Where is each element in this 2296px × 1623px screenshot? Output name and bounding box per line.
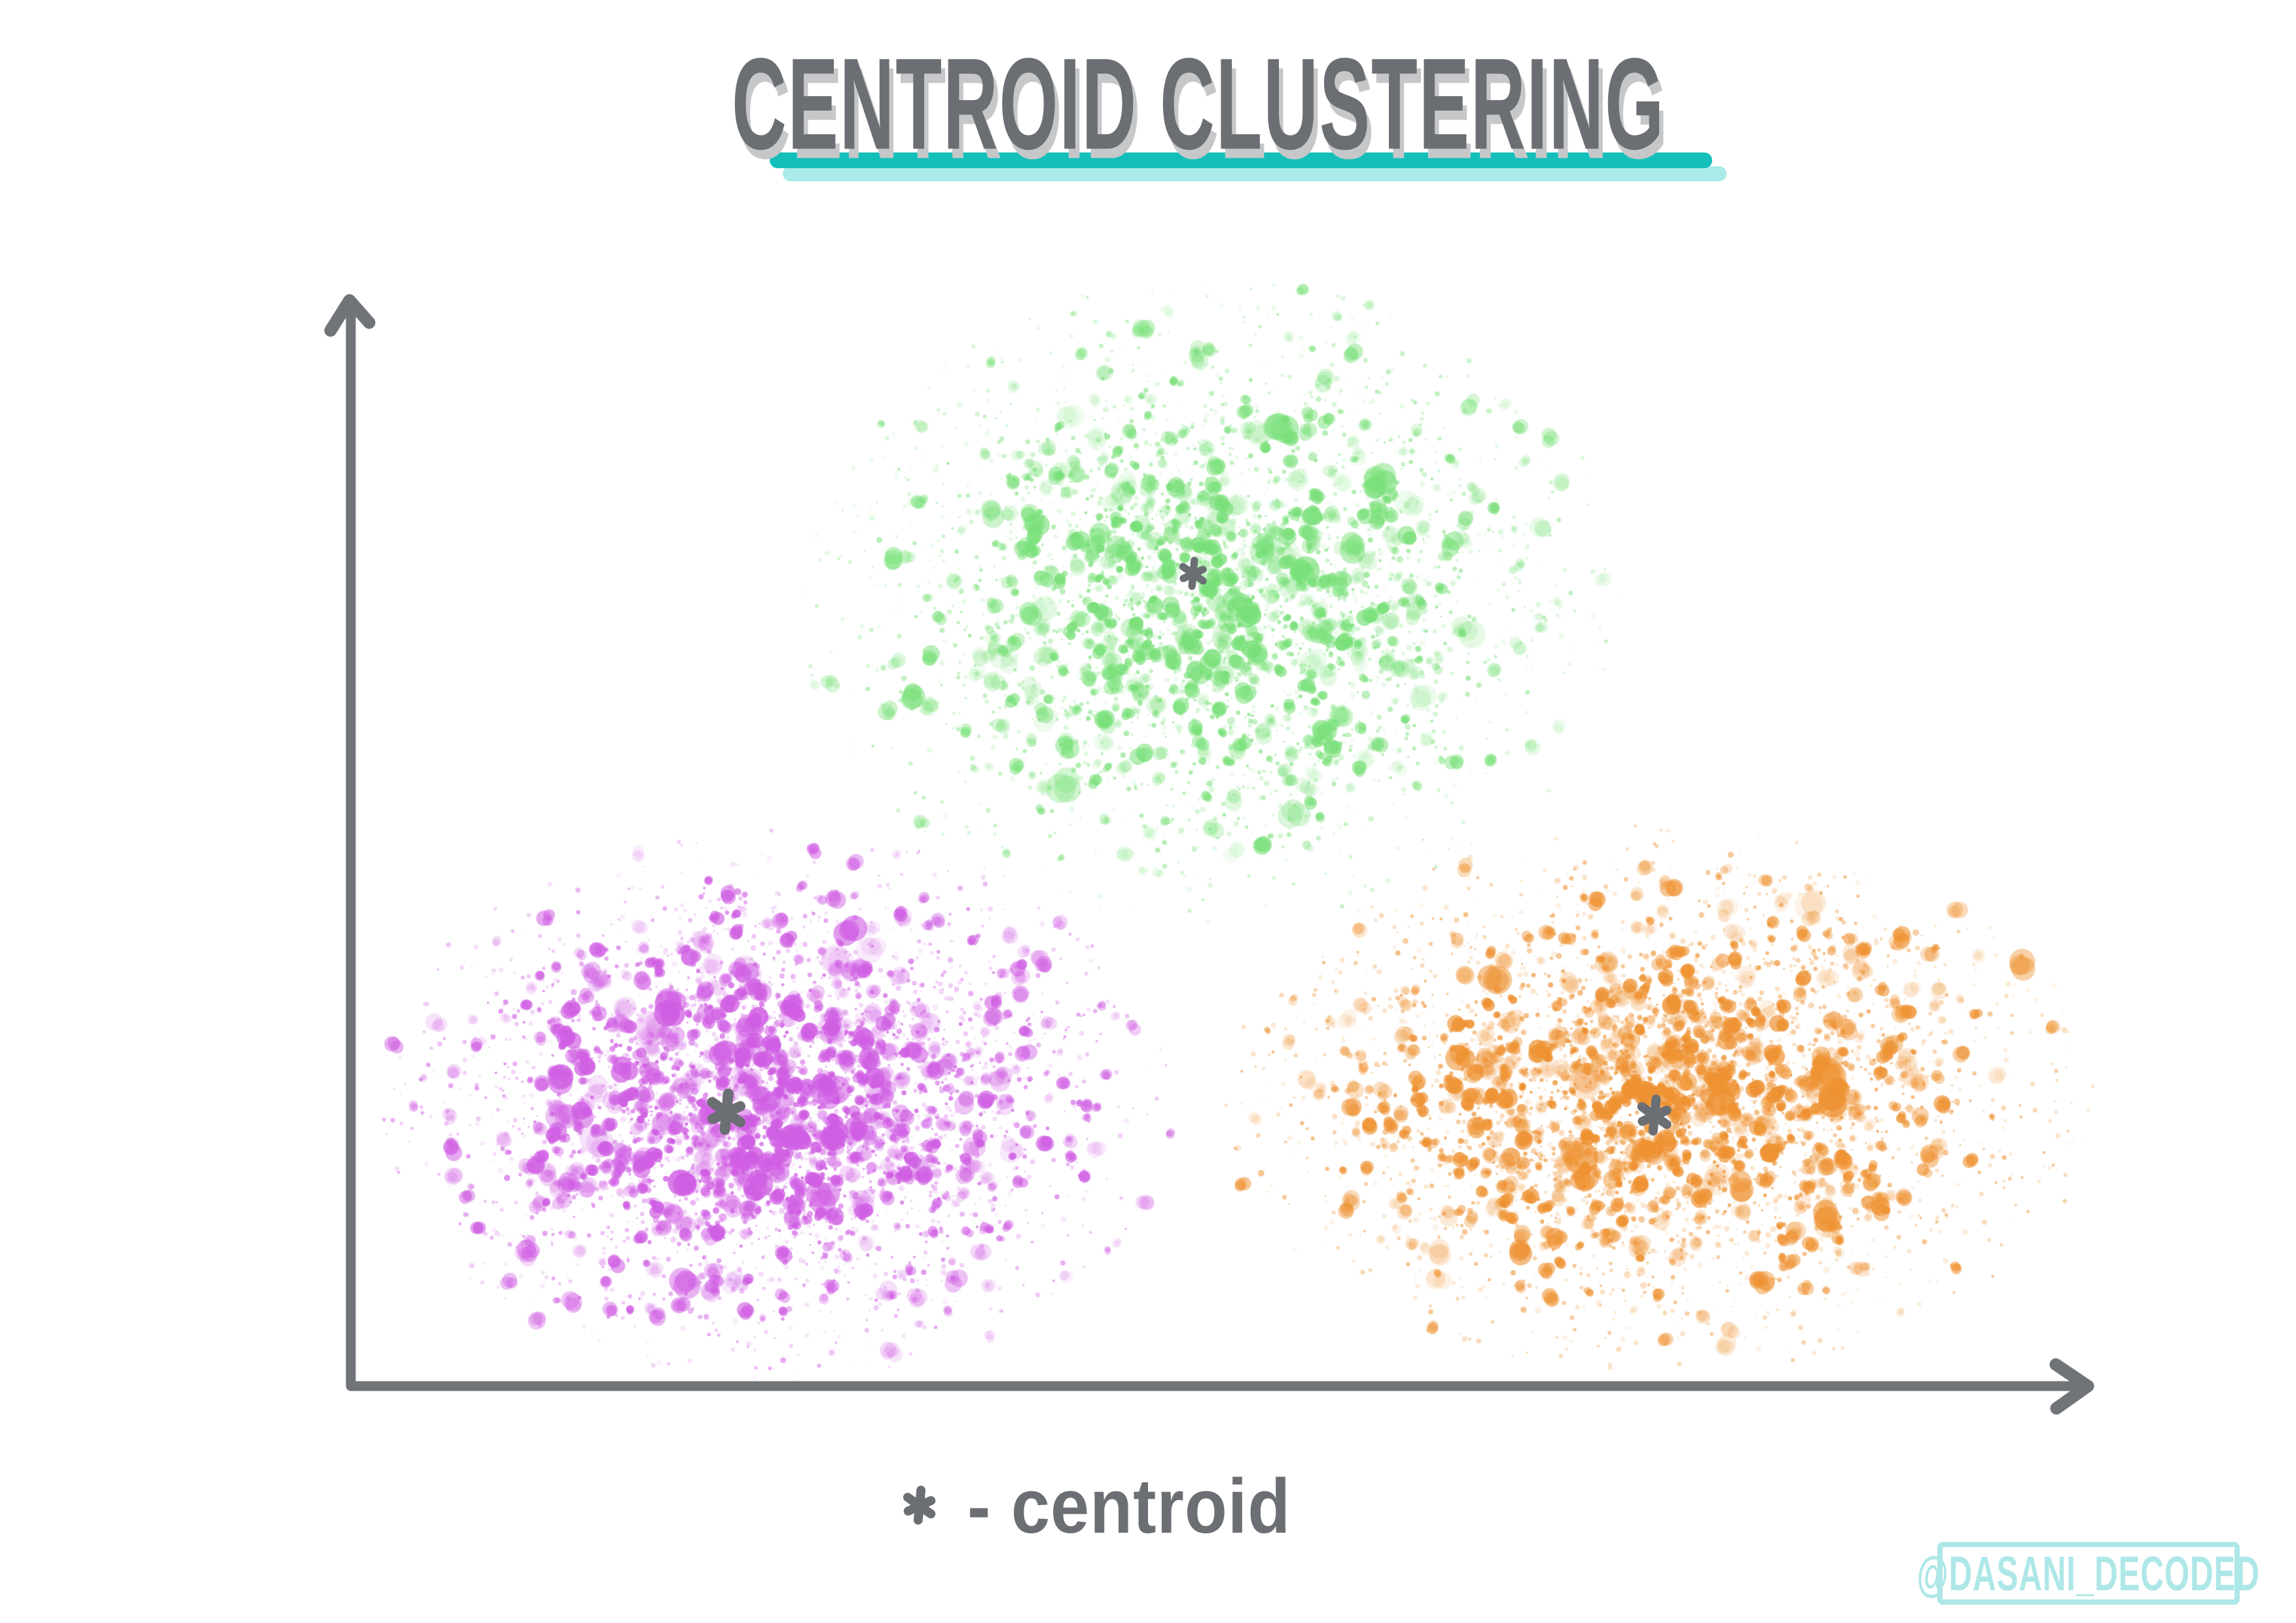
watermark-badge: @DASANI_DECODED [1917,1542,2259,1605]
centroid-marker-orange [1634,1096,1675,1136]
page-title: CENTROID CLUSTERING [732,31,1665,177]
centroid-asterisk-icon [901,1487,939,1525]
title-underline [770,152,1712,168]
centroid-marker-purple [704,1090,749,1135]
legend: - centroid [901,1457,1308,1555]
legend-label: - centroid [967,1463,1291,1549]
centroid-marker-green [1177,558,1210,590]
watermark-text: @DASANI_DECODED [1917,1546,2261,1601]
title-underline-shadow [783,166,1727,181]
